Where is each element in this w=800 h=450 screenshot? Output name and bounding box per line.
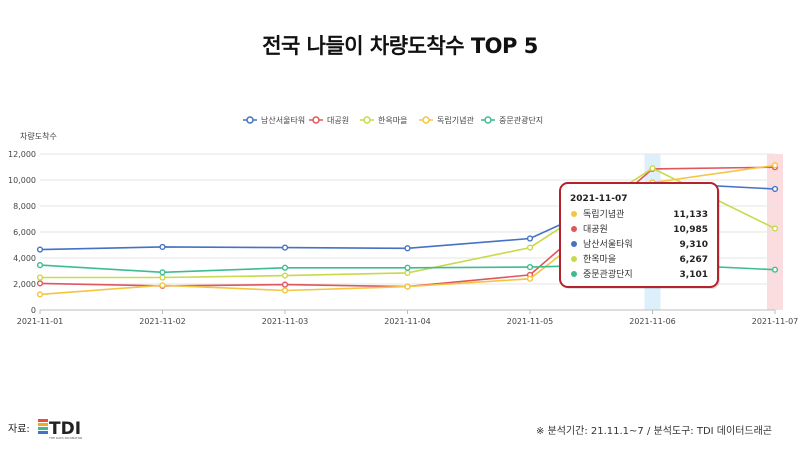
data-point: [159, 243, 166, 251]
x-tick-label: 2021-11-06: [629, 317, 676, 326]
y-tick-label: 12,000: [8, 150, 36, 159]
tooltip-series-value: 10,985: [673, 225, 708, 235]
legend-label: 한옥마을: [378, 116, 407, 125]
tooltip-series-value: 3,101: [680, 270, 708, 280]
data-point: [404, 269, 411, 277]
chart-title: 전국 나들이 차량도착수 TOP 5: [262, 34, 538, 58]
tooltip-box: [559, 182, 719, 288]
data-point: [36, 246, 44, 253]
legend-item: 한옥마을: [360, 116, 407, 125]
y-tick-label: 6,000: [13, 228, 36, 237]
data-point: [649, 165, 656, 172]
tooltip-series-name: 중문관광단지: [583, 268, 633, 280]
legend: 남산서울타워 대공원 한옥마을 독립기념관 중문관광단지: [243, 115, 543, 125]
legend-swatch-marker: [363, 116, 371, 124]
x-tick-label: 2021-11-04: [384, 317, 431, 326]
data-point: [771, 266, 779, 273]
data-point: [526, 275, 534, 282]
data-point: [404, 245, 411, 252]
data-point: [771, 185, 779, 193]
data-point: [36, 291, 44, 298]
tooltip-series-value: 11,133: [673, 210, 708, 220]
data-point: [526, 264, 534, 271]
data-point: [526, 235, 534, 242]
data-point: [36, 274, 44, 281]
data-point: [159, 282, 166, 289]
data-point: [159, 274, 166, 281]
x-tick-label: 2021-11-05: [507, 317, 554, 326]
tooltip-swatch: [571, 226, 577, 232]
legend-swatch-marker: [422, 116, 430, 124]
legend-swatch-marker: [246, 116, 254, 124]
logo-text: TDI: [49, 419, 81, 439]
data-point: [281, 264, 289, 271]
y-axis-label: 차량도착수: [20, 131, 57, 141]
x-tick-label: 2021-11-03: [262, 317, 309, 326]
y-tick-label: 2,000: [13, 280, 36, 289]
logo-subtext: THE DATA INCUBATOR: [48, 436, 82, 440]
x-tick-label: 2021-11-02: [139, 317, 186, 326]
data-point: [281, 281, 289, 288]
x-tick-label: 2021-11-07: [752, 317, 799, 326]
data-point: [36, 280, 44, 287]
legend-item: 중문관광단지: [481, 115, 543, 125]
y-axis: 0 2,000 4,000 6,000 8,000 10,000 12,000 차량도착수: [8, 131, 57, 315]
data-point: [281, 272, 289, 279]
tooltip-date: 2021-11-07: [570, 194, 628, 204]
legend-label: 독립기념관: [437, 115, 474, 125]
legend-label: 남산서울타워: [261, 115, 305, 125]
tooltip-swatch: [571, 271, 577, 277]
source-label: 자료:: [8, 424, 30, 435]
tooltip-series-value: 6,267: [680, 255, 708, 265]
legend-swatch-marker: [312, 116, 320, 124]
tooltip-series-value: 9,310: [680, 240, 708, 250]
y-tick-label: 4,000: [13, 254, 36, 263]
tooltip-series-name: 대공원: [583, 224, 608, 235]
line-chart: 0 2,000 4,000 6,000 8,000 10,000 12,000 차량도착수 2…: [8, 115, 799, 326]
tooltip-swatch: [571, 211, 577, 217]
tooltip: 2021-11-07 독립기념관 11,133 대공원 10,985 남산서울타워 9,31…: [559, 182, 720, 289]
tooltip-series-name: 남산서울타워: [583, 239, 633, 250]
tooltip-swatch: [571, 256, 577, 262]
data-point: [281, 287, 289, 294]
tdi-logo: TDI THE DATA INCUBATOR: [38, 419, 82, 440]
legend-label: 중문관광단지: [499, 115, 543, 125]
data-point: [404, 283, 411, 290]
footnote: ※ 분석기간: 21.11.1~7 / 분석도구: TDI 데이터드래곤: [535, 426, 772, 437]
tooltip-series-name: 한옥마을: [583, 254, 616, 265]
data-point: [36, 262, 44, 269]
y-tick-label: 10,000: [8, 176, 36, 185]
tooltip-series-name: 독립기념관: [583, 209, 624, 220]
data-point: [159, 269, 166, 276]
legend-item: 대공원: [309, 116, 349, 125]
x-axis: 2021-11-01 2021-11-02 2021-11-03 2021-11-04…: [17, 309, 799, 326]
tooltip-swatch: [571, 241, 577, 247]
y-tick-label: 0: [31, 306, 36, 315]
data-point: [771, 162, 779, 169]
data-point: [526, 244, 534, 251]
legend-label: 대공원: [327, 116, 349, 125]
legend-item: 독립기념관: [419, 115, 474, 125]
data-point: [771, 225, 779, 232]
legend-swatch-marker: [484, 116, 492, 124]
x-tick-label: 2021-11-01: [17, 317, 64, 326]
legend-item: 남산서울타워: [243, 115, 305, 125]
data-point: [404, 264, 411, 271]
data-point: [281, 244, 289, 251]
y-tick-label: 8,000: [13, 202, 36, 211]
